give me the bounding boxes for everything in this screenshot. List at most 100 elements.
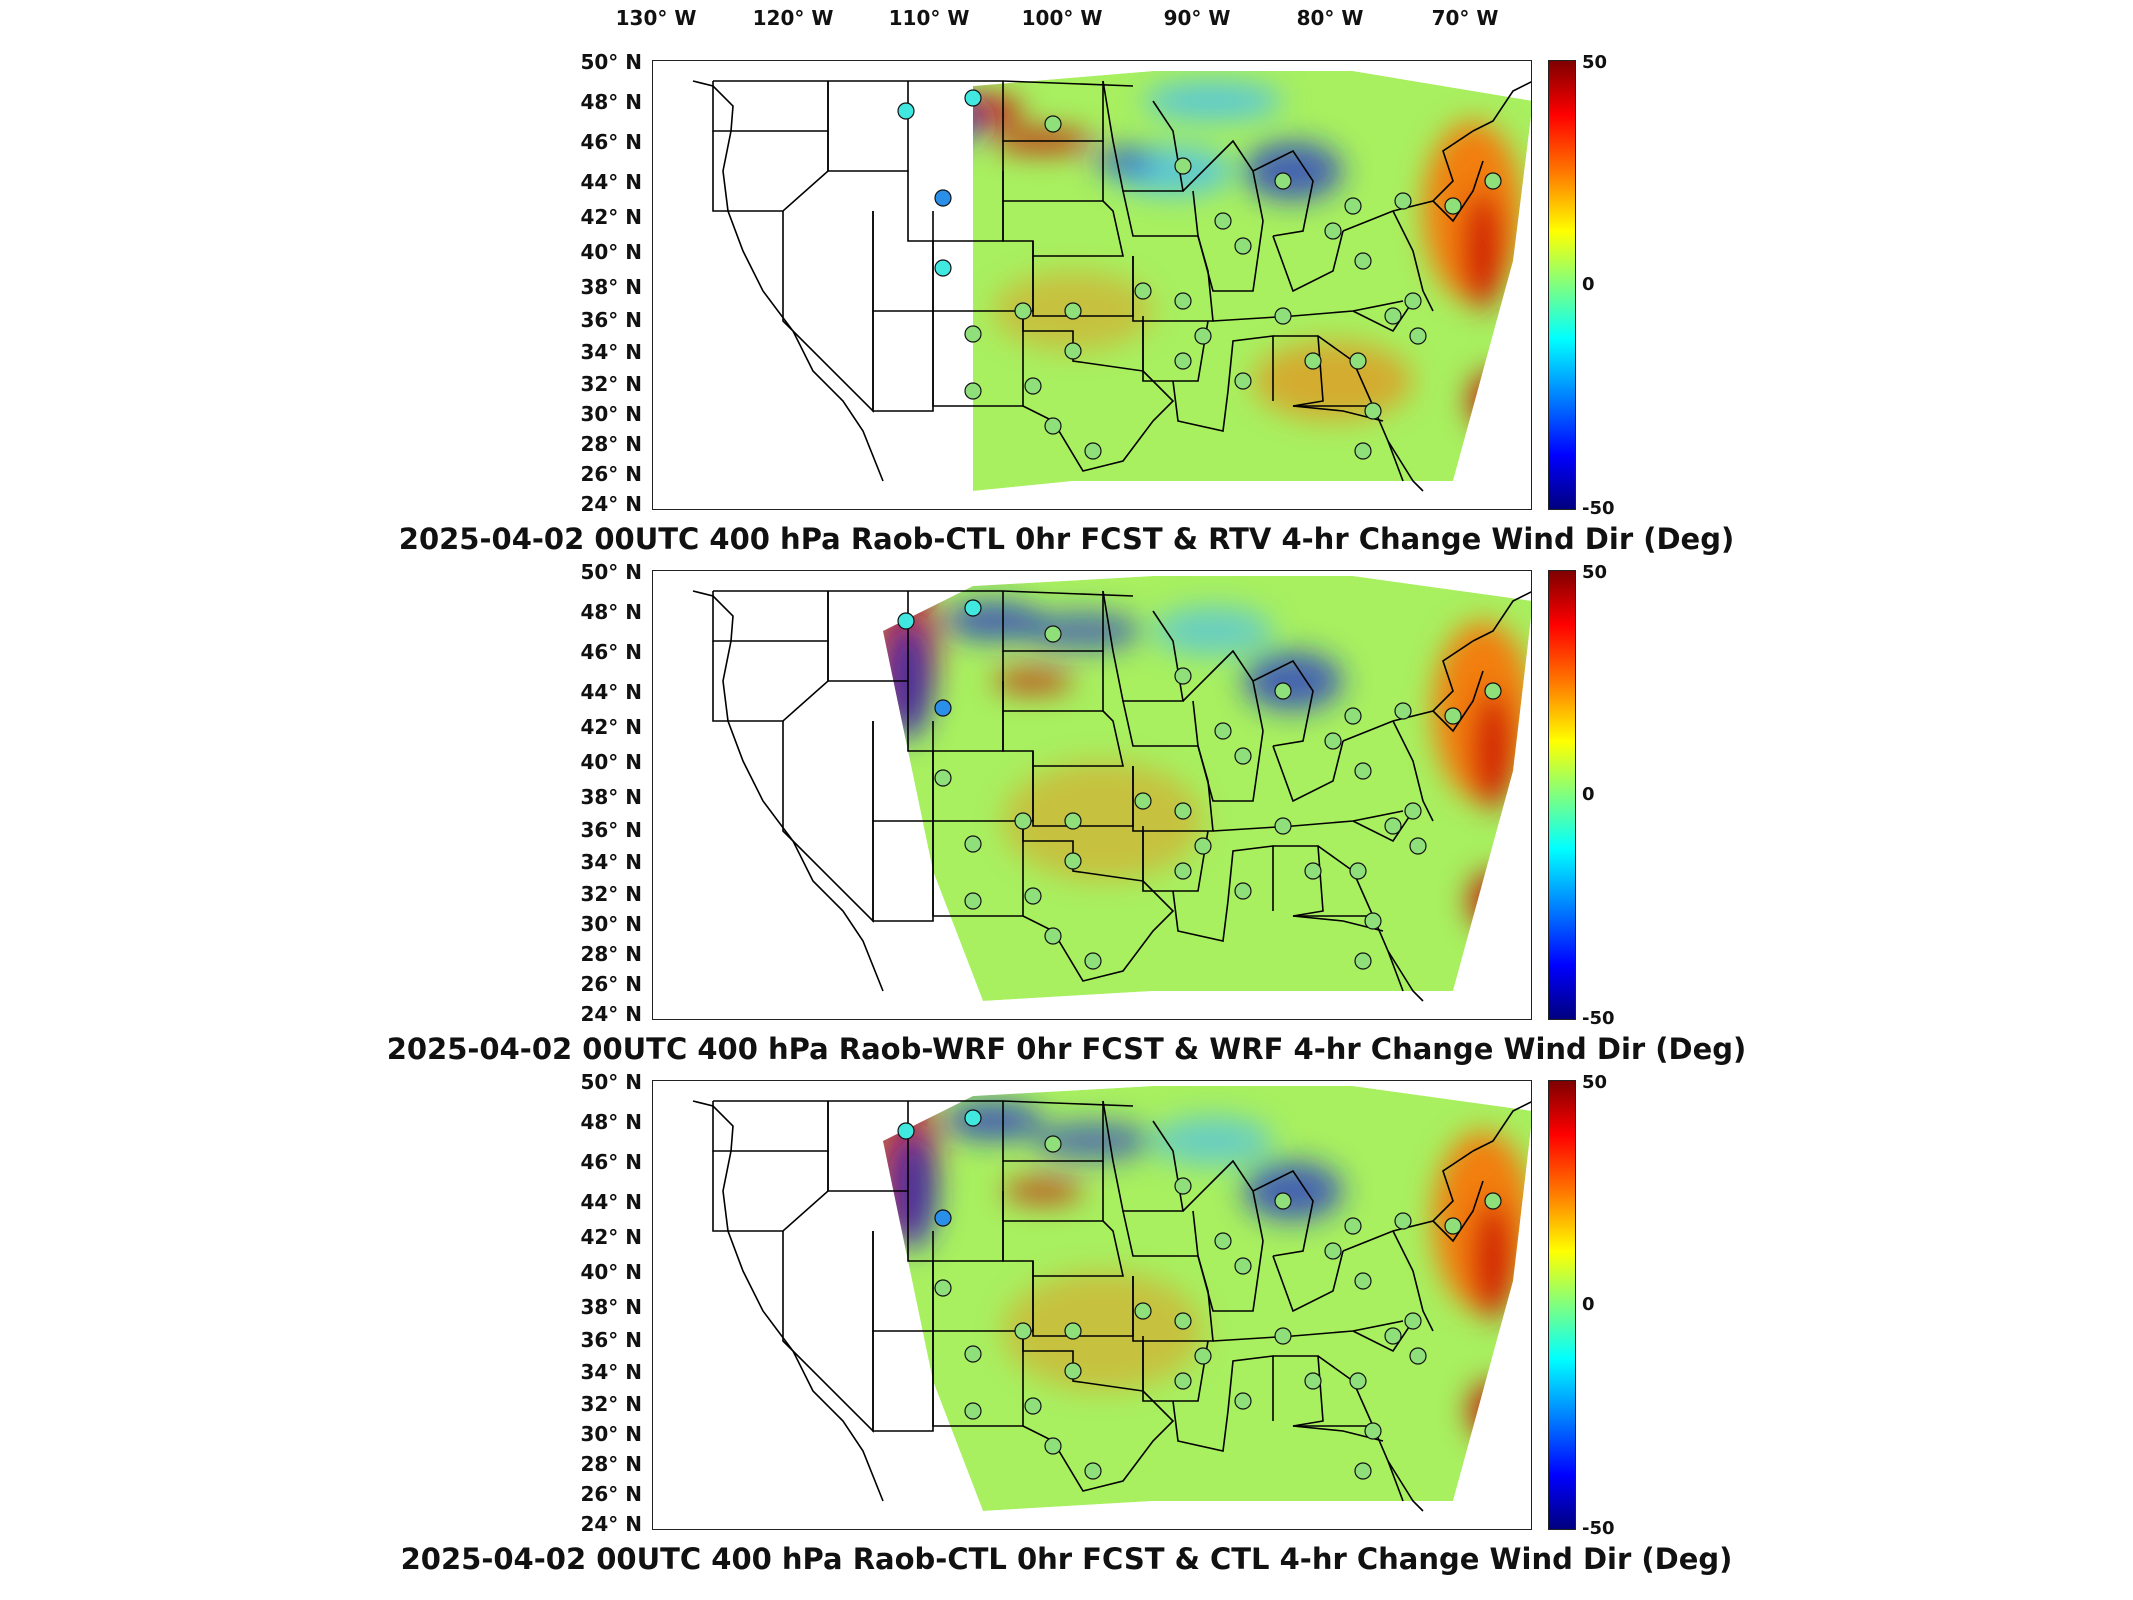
raob-station-marker bbox=[1214, 212, 1232, 230]
raob-station-marker bbox=[1404, 1312, 1422, 1330]
raob-station-marker bbox=[1349, 862, 1367, 880]
lat-label: 48° N bbox=[580, 90, 642, 114]
raob-station-marker bbox=[1174, 1372, 1192, 1390]
raob-station-marker bbox=[1174, 1312, 1192, 1330]
raob-station-marker bbox=[964, 835, 982, 853]
state-boundary bbox=[712, 131, 829, 212]
raob-station-marker bbox=[1344, 197, 1362, 215]
colorbar-mid-label: 0 bbox=[1582, 1294, 1595, 1315]
raob-station-marker bbox=[964, 1402, 982, 1420]
lat-label: 26° N bbox=[580, 462, 642, 486]
state-boundary bbox=[932, 311, 1024, 407]
state-boundary bbox=[1432, 1180, 1484, 1243]
state-boundary bbox=[1272, 1250, 1344, 1313]
raob-station-marker bbox=[1394, 192, 1412, 210]
state-boundary bbox=[1387, 440, 1424, 492]
state-boundary bbox=[692, 590, 884, 992]
state-boundary bbox=[1352, 1320, 1414, 1353]
field-anomaly bbox=[1243, 141, 1343, 201]
raob-station-marker bbox=[1404, 802, 1422, 820]
lat-label: 50° N bbox=[580, 1070, 642, 1094]
state-boundary bbox=[1252, 659, 1314, 747]
raob-station-marker bbox=[1044, 625, 1062, 643]
state-boundary bbox=[1392, 1230, 1434, 1332]
state-boundary bbox=[1197, 220, 1264, 292]
raob-station-marker bbox=[1084, 1462, 1102, 1480]
lat-label: 38° N bbox=[580, 1295, 642, 1319]
lat-label: 24° N bbox=[580, 1002, 642, 1026]
raob-station-marker bbox=[1064, 1322, 1082, 1340]
map-frame bbox=[652, 1080, 1532, 1530]
lon-label: 110° W bbox=[888, 6, 970, 30]
raob-station-marker bbox=[1274, 1192, 1292, 1210]
lat-label: 32° N bbox=[580, 372, 642, 396]
state-boundary bbox=[1472, 81, 1531, 132]
state-boundary bbox=[1293, 1425, 1404, 1502]
raob-station-marker bbox=[1134, 1302, 1152, 1320]
raob-station-marker bbox=[1344, 1217, 1362, 1235]
raob-station-marker bbox=[1354, 762, 1372, 780]
raob-station-marker bbox=[1274, 307, 1292, 325]
state-boundary bbox=[827, 81, 909, 172]
raob-station-marker bbox=[1354, 442, 1372, 460]
state-boundary bbox=[932, 821, 1024, 917]
state-boundary bbox=[1472, 1101, 1531, 1152]
lon-label: 80° W bbox=[1296, 6, 1364, 30]
colorbar-max-label: 50 bbox=[1582, 52, 1608, 73]
field-anomaly bbox=[1253, 341, 1413, 421]
state-boundary bbox=[827, 591, 909, 682]
state-boundary bbox=[872, 311, 934, 412]
raob-station-marker bbox=[1304, 862, 1322, 880]
raob-station-marker bbox=[1384, 1327, 1402, 1345]
state-boundary bbox=[1472, 591, 1531, 642]
raob-station-marker bbox=[1234, 237, 1252, 255]
lat-label: 44° N bbox=[580, 680, 642, 704]
raob-station-marker bbox=[1304, 1372, 1322, 1390]
state-boundary bbox=[1172, 380, 1229, 432]
raob-station-marker bbox=[1484, 172, 1502, 190]
field-anomaly bbox=[993, 669, 1073, 693]
raob-station-marker bbox=[1214, 722, 1232, 740]
colorbar-mid-label: 0 bbox=[1582, 784, 1595, 805]
raob-station-marker bbox=[1324, 732, 1342, 750]
lat-label: 44° N bbox=[580, 1190, 642, 1214]
field-anomaly bbox=[1468, 871, 1518, 931]
raob-station-marker bbox=[1354, 1462, 1372, 1480]
state-boundary bbox=[1293, 915, 1404, 992]
raob-station-marker bbox=[897, 612, 915, 630]
colorbar-min-label: -50 bbox=[1582, 1518, 1615, 1539]
raob-station-marker bbox=[1274, 172, 1292, 190]
state-boundary bbox=[1102, 80, 1184, 192]
raob-station-marker bbox=[1274, 682, 1292, 700]
raob-station-marker bbox=[1344, 707, 1362, 725]
raob-station-marker bbox=[1234, 1392, 1252, 1410]
wind-direction-map bbox=[692, 576, 1531, 1002]
raob-station-marker bbox=[934, 259, 952, 277]
panel-title: 2025-04-02 00UTC 400 hPa Raob-CTL 0hr FC… bbox=[400, 1542, 1733, 1576]
raob-station-marker bbox=[1064, 1362, 1082, 1380]
lat-label: 32° N bbox=[580, 1392, 642, 1416]
lat-label: 28° N bbox=[580, 942, 642, 966]
lat-label: 30° N bbox=[580, 912, 642, 936]
state-boundary bbox=[1142, 1340, 1209, 1402]
map-frame bbox=[652, 60, 1532, 510]
lat-label: 24° N bbox=[580, 492, 642, 516]
raob-station-marker bbox=[1484, 1192, 1502, 1210]
raob-station-marker bbox=[1394, 702, 1412, 720]
raob-station-marker bbox=[1174, 862, 1192, 880]
state-boundary bbox=[1172, 890, 1229, 942]
colorbar-max-label: 50 bbox=[1582, 562, 1608, 583]
lat-label: 40° N bbox=[580, 240, 642, 264]
field-anomaly bbox=[1003, 761, 1203, 881]
field-anomaly bbox=[1243, 651, 1343, 711]
state-boundary bbox=[692, 1100, 884, 1502]
raob-station-marker bbox=[1014, 812, 1032, 830]
lat-label: 36° N bbox=[580, 308, 642, 332]
raob-station-marker bbox=[1064, 302, 1082, 320]
lat-label: 42° N bbox=[580, 715, 642, 739]
state-boundary bbox=[1002, 141, 1104, 202]
raob-station-marker bbox=[934, 699, 952, 717]
state-boundary bbox=[1387, 1460, 1424, 1512]
raob-station-marker bbox=[1174, 352, 1192, 370]
raob-station-marker bbox=[1354, 952, 1372, 970]
